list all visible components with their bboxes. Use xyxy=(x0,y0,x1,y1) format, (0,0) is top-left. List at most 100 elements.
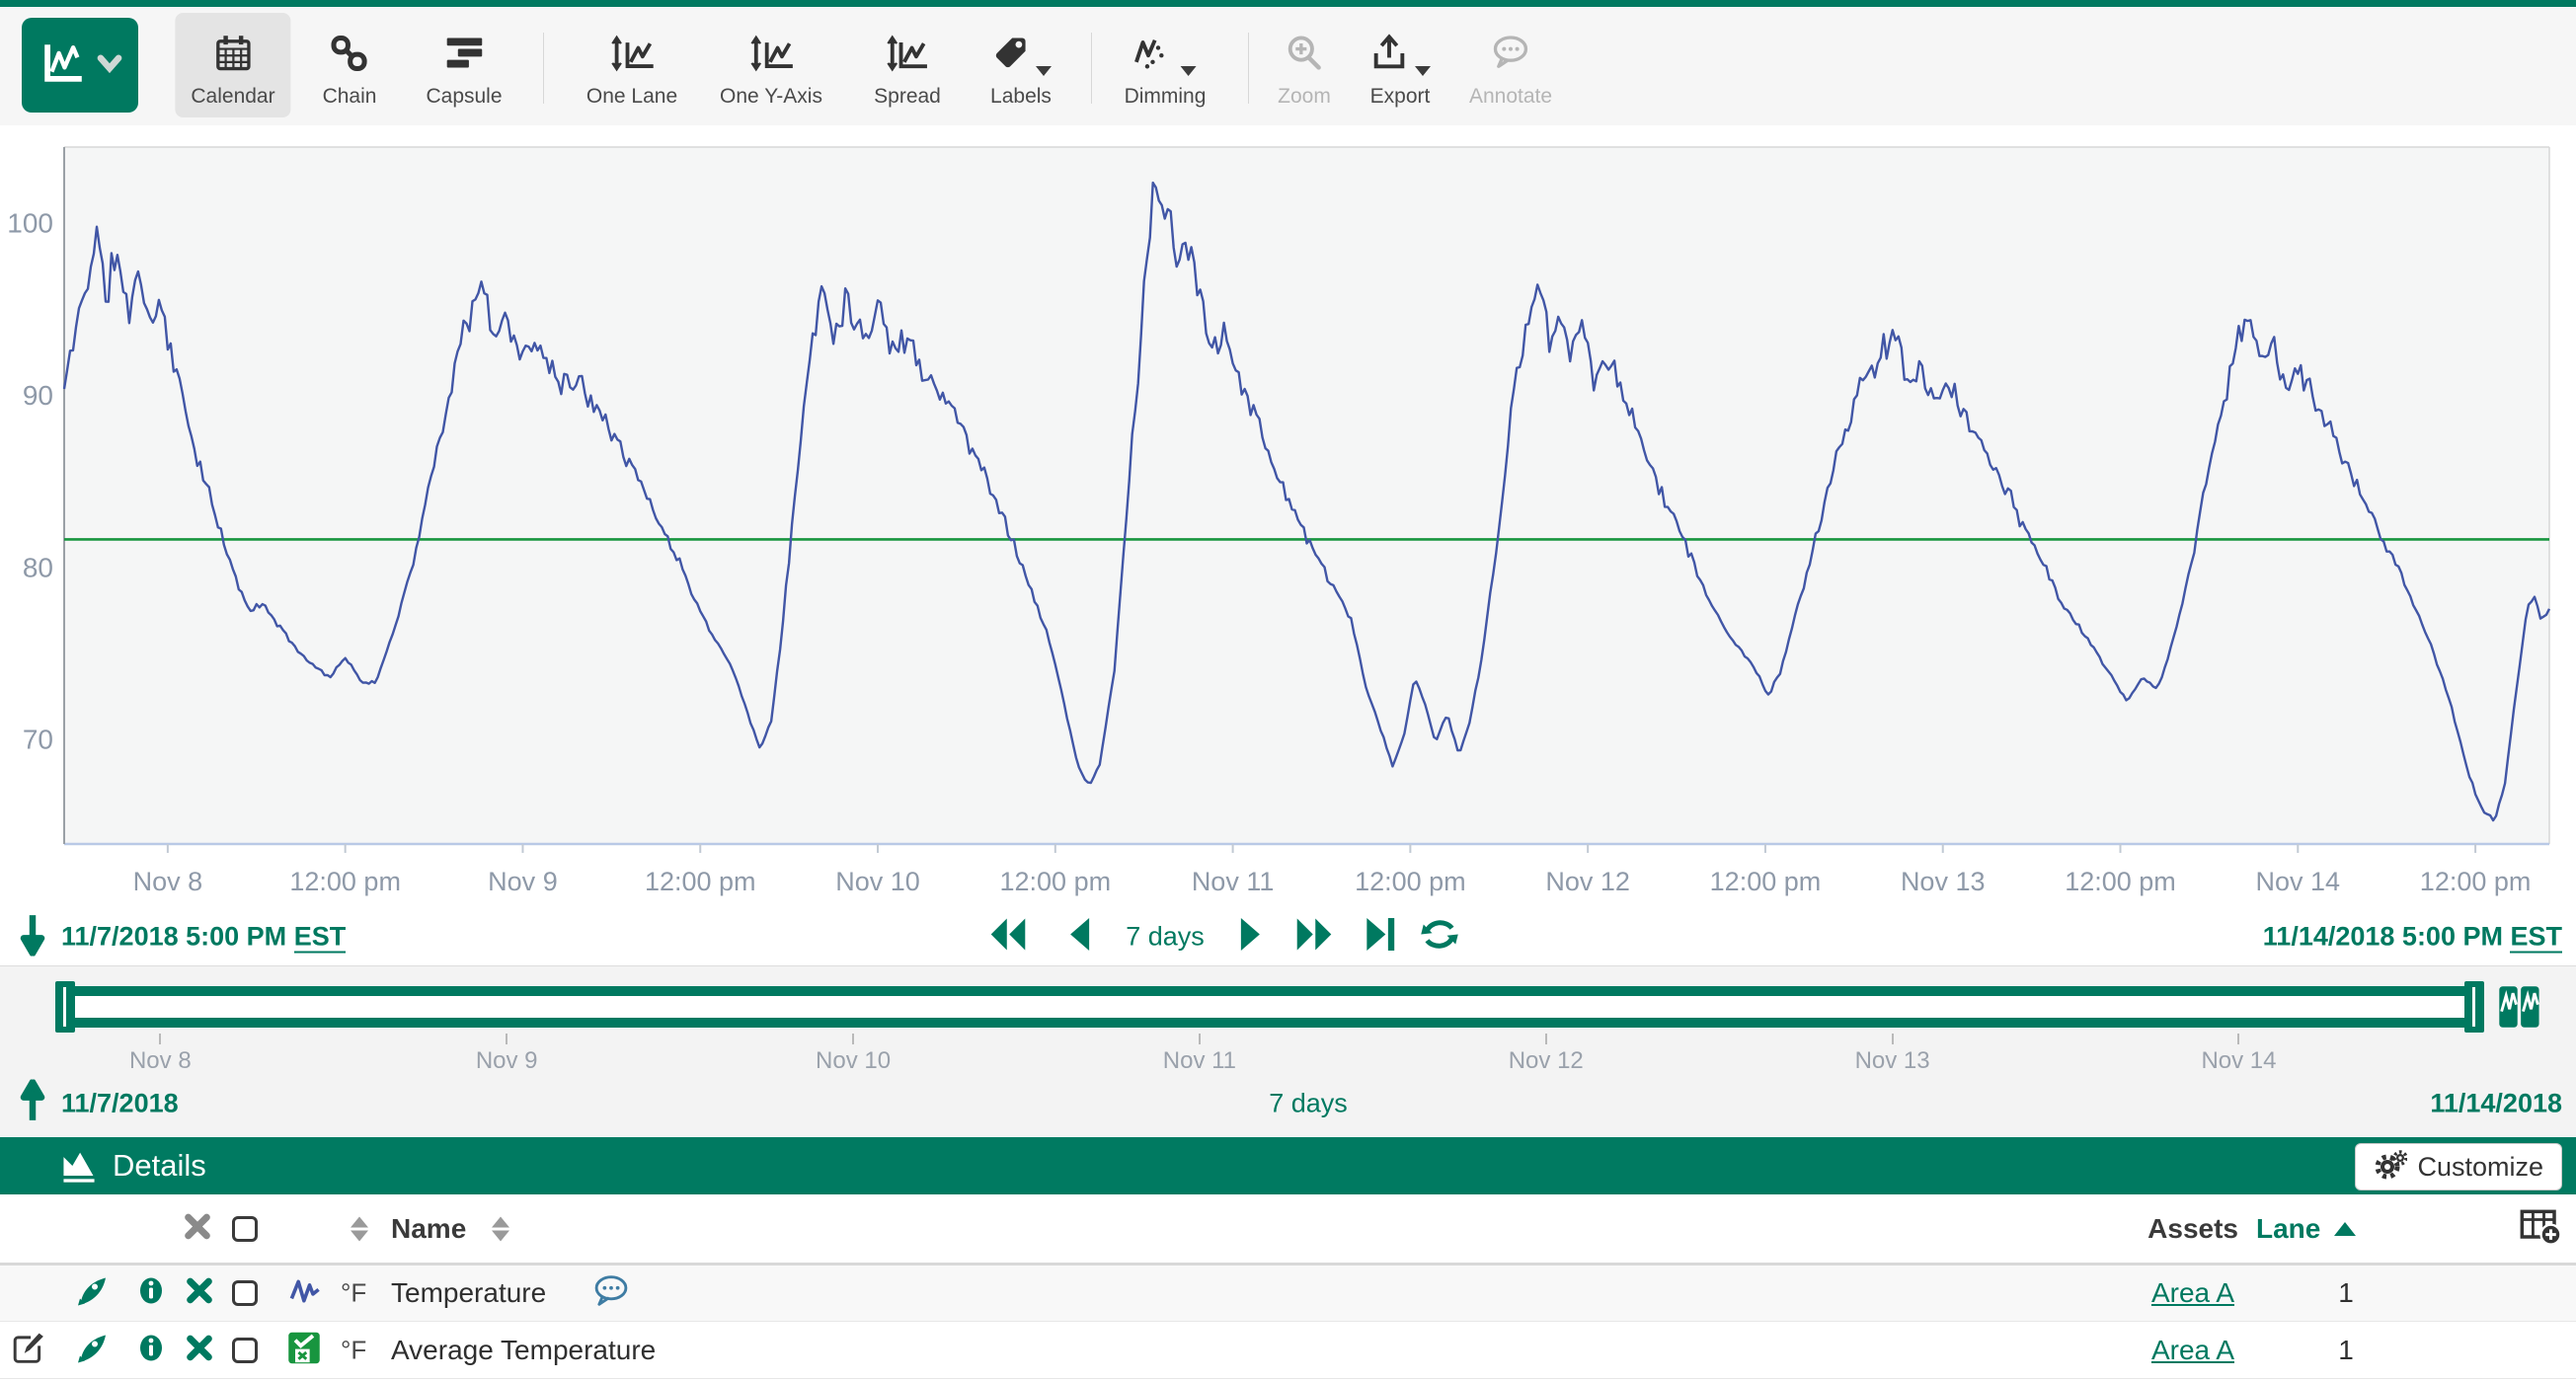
step-back-fast-icon[interactable] xyxy=(987,916,1029,959)
toolbar-label: Dimming xyxy=(1124,85,1207,108)
investigate-range-row: 11/7/2018 5:00 PM EST 7 days 11/14/2018 … xyxy=(0,908,2576,965)
range-start-date[interactable]: 11/7/2018 5:00 PM xyxy=(61,921,287,952)
x-axis-tick-label: Nov 13 xyxy=(1901,867,1986,896)
top-accent-strip xyxy=(0,0,2576,7)
column-header-assets[interactable]: Assets xyxy=(2147,1212,2238,1244)
row-checkbox[interactable] xyxy=(232,1337,258,1363)
x-axis-tick-label: 12:00 pm xyxy=(1355,867,1466,896)
toolbar-button-export[interactable]: Export xyxy=(1354,13,1446,117)
chevron-down-icon xyxy=(1181,66,1197,76)
toolbar-button-spread[interactable]: Spread xyxy=(858,13,957,117)
toolbar-button-one-lane[interactable]: One Lane xyxy=(571,13,693,117)
toolbar-button-one-y-axis[interactable]: One Y-Axis xyxy=(704,13,838,117)
info-icon[interactable] xyxy=(136,1276,166,1311)
auto-update-icon[interactable] xyxy=(2498,984,2541,1035)
view-selector-button[interactable] xyxy=(22,18,138,113)
sort-icon[interactable] xyxy=(351,1216,368,1241)
item-unit: °F xyxy=(341,1277,367,1308)
trend-icon xyxy=(38,38,89,94)
details-table-header: Name Assets Lane xyxy=(0,1194,2576,1266)
x-axis-tick-label: Nov 10 xyxy=(835,867,920,896)
formula-icon xyxy=(286,1330,322,1370)
customize-button[interactable]: Customize xyxy=(2355,1143,2562,1190)
remove-icon[interactable] xyxy=(186,1334,213,1366)
timebar-tick-label: Nov 9 xyxy=(475,1047,538,1074)
toolbar-label: Annotate xyxy=(1468,85,1553,108)
lane-value: 1 xyxy=(2338,1334,2354,1365)
timebar-tick-label: Nov 11 xyxy=(1162,1047,1237,1074)
timebar-tick xyxy=(159,1034,162,1044)
range-end-date[interactable]: 11/14/2018 5:00 PM xyxy=(2262,921,2503,952)
toolbar-button-labels[interactable]: Labels xyxy=(975,13,1067,117)
column-header-lane[interactable]: Lane xyxy=(2256,1212,2321,1244)
remove-icon[interactable] xyxy=(186,1277,213,1310)
x-axis-tick-label: Nov 14 xyxy=(2256,867,2341,896)
step-forward-icon[interactable] xyxy=(1236,916,1266,959)
step-forward-fast-icon[interactable] xyxy=(1293,916,1335,959)
trend-chart-svg[interactable]: 70 80 90 100 Nov 8 12:00 pm Nov 9 12:00 pm Nov 1… xyxy=(0,125,2576,908)
timebar-bottom-rail[interactable] xyxy=(59,1018,2484,1028)
column-header-name[interactable]: Name xyxy=(391,1212,467,1244)
timebar-tick xyxy=(852,1034,855,1044)
rocket-icon[interactable] xyxy=(77,1275,109,1312)
display-end-date[interactable]: 11/14/2018 xyxy=(2430,1088,2562,1118)
range-end-datetime[interactable]: 11/14/2018 5:00 PM EST xyxy=(2262,921,2562,954)
row-checkbox[interactable] xyxy=(232,1280,258,1306)
display-duration[interactable]: 7 days xyxy=(1269,1088,1348,1118)
timebar-tick xyxy=(506,1034,508,1044)
add-column-icon[interactable] xyxy=(2520,1207,2562,1250)
timebar-left-handle[interactable] xyxy=(55,981,75,1033)
comment-icon[interactable] xyxy=(592,1275,630,1312)
trend-chart[interactable]: 70 80 90 100 Nov 8 12:00 pm Nov 9 12:00 pm Nov 1… xyxy=(0,125,2576,908)
toolbar-label: One Y-Axis xyxy=(720,85,822,108)
range-start-datetime[interactable]: 11/7/2018 5:00 PM EST xyxy=(61,921,347,954)
timebar-tick-label: Nov 8 xyxy=(128,1047,192,1074)
toolbar-button-dimming[interactable]: Dimming xyxy=(1109,13,1222,117)
x-axis-tick-label: Nov 11 xyxy=(1192,867,1275,896)
sort-asc-icon[interactable] xyxy=(2334,1221,2356,1236)
range-duration[interactable]: 7 days xyxy=(1126,921,1205,952)
x-axis-tick-label: 12:00 pm xyxy=(1710,867,1822,896)
timebar-tick xyxy=(1891,1034,1894,1044)
sort-icon[interactable] xyxy=(492,1216,509,1241)
timebar-tick-label: Nov 12 xyxy=(1508,1047,1584,1074)
item-name[interactable]: Temperature xyxy=(391,1277,547,1308)
table-row[interactable]: °F Average Temperature Area A 1 xyxy=(0,1322,2576,1379)
timebar-top-rail[interactable] xyxy=(59,986,2484,996)
item-name[interactable]: Average Temperature xyxy=(391,1334,657,1365)
refresh-icon[interactable] xyxy=(1420,916,1459,959)
y-axis-tick-label: 100 xyxy=(7,208,53,239)
toolbar-button-chain[interactable]: Chain xyxy=(307,13,393,117)
step-to-end-icon[interactable] xyxy=(1363,916,1396,959)
customize-label: Customize xyxy=(2417,1151,2543,1182)
toolbar-button-capsule[interactable]: Capsule xyxy=(410,13,517,117)
step-back-icon[interactable] xyxy=(1064,916,1094,959)
export-icon xyxy=(1369,25,1431,82)
series-temperature[interactable] xyxy=(62,181,2551,822)
asset-link[interactable]: Area A xyxy=(2150,1277,2234,1308)
toolbar: Calendar Chain Capsule One Lane One Y-Ax… xyxy=(0,7,2576,126)
edit-icon[interactable] xyxy=(12,1331,45,1369)
toolbar-button-calendar[interactable]: Calendar xyxy=(175,13,291,117)
move-range-up-icon[interactable] xyxy=(20,1078,45,1128)
table-row[interactable]: °F Temperature Area A 1 xyxy=(0,1266,2576,1322)
range-start-timezone[interactable]: EST xyxy=(293,921,347,954)
select-all-checkbox[interactable] xyxy=(232,1215,258,1242)
asset-link[interactable]: Area A xyxy=(2150,1334,2234,1365)
x-axis-tick-label: Nov 12 xyxy=(1545,867,1630,896)
timebar-right-handle[interactable] xyxy=(2464,981,2484,1033)
info-icon[interactable] xyxy=(136,1333,166,1367)
toolbar-separator xyxy=(543,33,544,104)
display-start-date[interactable]: 11/7/2018 xyxy=(61,1088,179,1118)
timebar-selected-region[interactable] xyxy=(59,996,2484,1018)
move-range-down-icon[interactable] xyxy=(20,913,45,961)
remove-all-icon[interactable] xyxy=(184,1212,211,1245)
toolbar-label: Chain xyxy=(322,85,377,108)
rocket-icon[interactable] xyxy=(77,1332,109,1368)
x-axis-tick-label: 12:00 pm xyxy=(645,867,756,896)
plot-area[interactable] xyxy=(64,147,2549,844)
one-lane-icon xyxy=(608,25,656,82)
range-end-timezone[interactable]: EST xyxy=(2510,921,2562,954)
dimming-icon xyxy=(1133,25,1197,82)
x-axis-tick-label: Nov 8 xyxy=(133,867,203,896)
